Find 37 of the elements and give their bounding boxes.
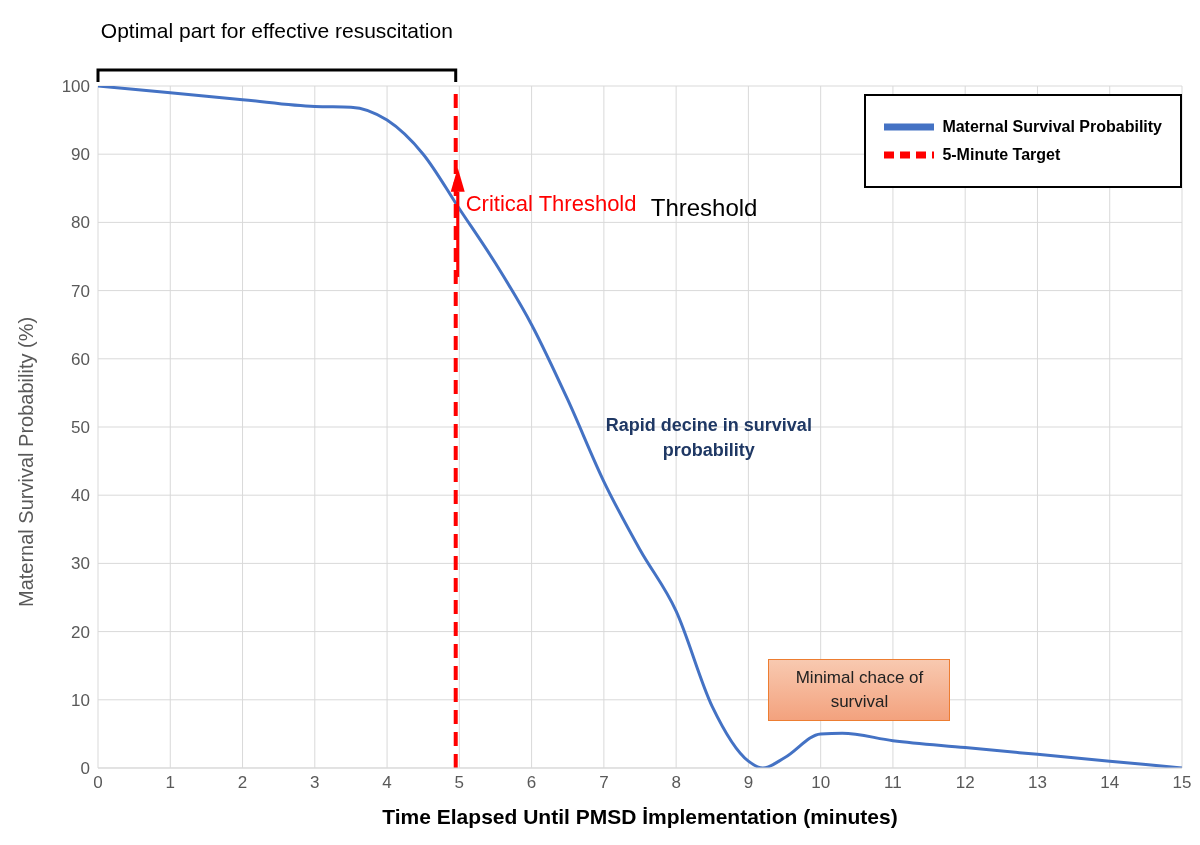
x-tick-label: 4: [382, 773, 392, 793]
y-tick-label: 30: [71, 554, 90, 574]
y-tick-label: 40: [71, 486, 90, 506]
y-tick-label: 0: [80, 759, 90, 779]
y-tick-label: 100: [61, 77, 90, 97]
x-tick-label: 14: [1100, 773, 1120, 793]
annotation: Rapid decine in survival probability: [604, 414, 813, 463]
x-tick-label: 0: [93, 773, 103, 793]
y-tick-label: 50: [71, 418, 90, 438]
y-tick-label: 60: [71, 349, 90, 369]
y-tick-label: 10: [71, 690, 90, 710]
line-series: [98, 86, 1182, 768]
y-tick-label: 80: [71, 213, 90, 233]
annotation: Minimal chace of survival: [794, 666, 925, 713]
x-tick-label: 9: [743, 773, 754, 793]
text: Optimal part for effective resuscitation: [99, 18, 454, 44]
x-tick-label: 7: [599, 773, 609, 793]
x-tick-label: 15: [1172, 773, 1192, 793]
x-axis-title: Time Elapsed Until PMSD İmplementation (minutes): [382, 805, 898, 828]
y-tick-label: 20: [71, 622, 90, 642]
x-tick-label: 6: [526, 773, 537, 793]
x-tick-label: 11: [884, 773, 902, 793]
legend-label: 5-Minute Target: [942, 146, 1061, 164]
x-tick-label: 13: [1028, 773, 1047, 793]
x-tick-label: 10: [811, 773, 831, 793]
annotation: Threshold: [650, 192, 758, 223]
x-tick-label: 2: [237, 773, 248, 793]
y-tick-label: 90: [71, 145, 90, 165]
y-tick-label: 70: [71, 281, 90, 301]
x-tick-label: 1: [165, 773, 175, 793]
x-tick-label: 8: [671, 773, 681, 793]
annotation: Critical Threshold: [465, 190, 637, 217]
x-tick-label: 3: [310, 773, 320, 793]
x-tick-label: 5: [454, 773, 465, 793]
y-axis-title: Maternal Survival Probability (%): [15, 316, 38, 607]
legend-label: Maternal Survival Probability: [942, 118, 1162, 136]
x-tick-label: 12: [955, 773, 975, 793]
